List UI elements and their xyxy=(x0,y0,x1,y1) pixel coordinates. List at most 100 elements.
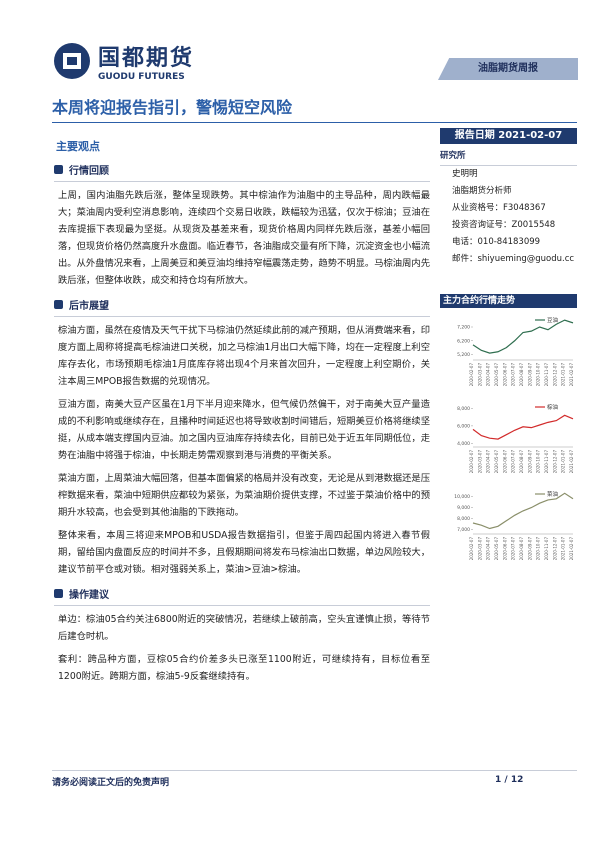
main-heading: 主要观点 xyxy=(56,140,100,153)
x-tick-label: 2020-07-07 xyxy=(511,537,516,561)
section-title: 行情回顾 xyxy=(69,166,109,177)
x-tick-label: 2020-11-07 xyxy=(544,450,549,474)
series-line xyxy=(472,492,574,530)
series-line xyxy=(472,319,574,354)
section-icon xyxy=(54,165,63,174)
section-heading: 操作建议 xyxy=(54,586,430,601)
logo-text: 国都期货 GUODU FUTURES xyxy=(98,40,194,82)
x-tick-label: 2020-05-07 xyxy=(494,450,499,474)
info-line: 从业资格号：F3048367 xyxy=(452,203,546,213)
paragraph: 整体来看，本周三将迎来MPOB和USDA报告数据指引，但鉴于周四起国内将进入春节… xyxy=(58,530,430,575)
x-tick-label: 2020-09-07 xyxy=(527,363,532,387)
x-tick-label: 2020-11-07 xyxy=(544,537,549,561)
y-tick-label: 8,000 xyxy=(457,516,470,522)
y-tick-label: 4,000 xyxy=(457,441,470,447)
x-tick-label: 2021-02-07 xyxy=(569,363,574,387)
logo-en: GUODU FUTURES xyxy=(98,72,185,82)
section-icon xyxy=(54,589,63,598)
x-tick-label: 2021-02-07 xyxy=(569,450,574,474)
y-tick-label: 10,000 xyxy=(454,494,470,500)
x-tick-label: 2020-09-07 xyxy=(527,450,532,474)
series-line xyxy=(472,414,574,440)
main-content: 行情回顾上周，国内油脂先跌后涨，整体呈现跌势。其中棕油作为油脂中的主导品种，周内… xyxy=(54,162,430,691)
title: 本周将迎报告指引，警惕短空风险 xyxy=(52,98,293,117)
chart: 7,000 8,000 9,000 10,000 2020-02-07 2020-03-0… xyxy=(454,490,574,561)
info-line: 投资咨询证号：Z0015548 xyxy=(452,220,556,230)
x-tick-label: 2020-02-07 xyxy=(469,537,474,561)
paragraph: 菜油方面，上周菜油大幅回落，但基本面偏紧的格局并没有改变，无论是从到港数据还是压… xyxy=(58,473,430,518)
x-tick-label: 2020-10-07 xyxy=(536,450,541,474)
paragraph: 上周，国内油脂先跌后涨，整体呈现跌势。其中棕油作为油脂中的主导品种，周内跌幅最大… xyxy=(58,190,430,286)
footer-note: 请务必阅读正文后的免责声明 xyxy=(52,778,170,788)
y-tick-label: 6,200 xyxy=(457,338,470,344)
x-tick-label: 2020-12-07 xyxy=(552,537,557,561)
y-tick-label: 8,000 xyxy=(457,406,470,412)
x-tick-label: 2021-01-07 xyxy=(561,450,566,474)
title-rule xyxy=(52,122,577,123)
x-tick-label: 2020-02-07 xyxy=(469,363,474,387)
x-tick-label: 2020-10-07 xyxy=(536,537,541,561)
x-tick-label: 2020-03-07 xyxy=(477,537,482,561)
x-tick-label: 2020-11-07 xyxy=(544,363,549,387)
info-line: 史明明 xyxy=(452,169,478,179)
x-tick-label: 2020-06-07 xyxy=(502,450,507,474)
chart: 5,200 6,200 7,200 2020-02-07 2020-03-07 2020-… xyxy=(457,316,574,387)
logo-cn: 国都期货 xyxy=(98,46,195,71)
x-tick-label: 2020-05-07 xyxy=(494,537,499,561)
x-tick-label: 2020-04-07 xyxy=(486,450,491,474)
x-tick-label: 2020-02-07 xyxy=(469,450,474,474)
chart-heading: 主力合约行情走势 xyxy=(440,294,577,308)
y-tick-label: 5,200 xyxy=(457,352,470,358)
x-tick-label: 2020-03-07 xyxy=(477,450,482,474)
x-tick-label: 2020-08-07 xyxy=(519,450,524,474)
x-tick-label: 2020-04-07 xyxy=(486,537,491,561)
info-line: 电话：010-84183099 xyxy=(452,237,541,247)
x-tick-label: 2020-06-07 xyxy=(502,537,507,561)
section-title: 操作建议 xyxy=(69,590,109,601)
analyst-info: 史明明油脂期货分析师从业资格号：F3048367 投资咨询证号：Z0015548 电… xyxy=(440,166,577,268)
info-line: 邮件：shiyueming@guodu.cc xyxy=(452,254,575,264)
chart: 4,000 6,000 8,000 2020-02-07 2020-03-07 2020-… xyxy=(457,403,574,474)
y-tick-label: 7,000 xyxy=(457,527,470,533)
sidebar-heading: 研究所 xyxy=(440,148,577,166)
x-tick-label: 2020-06-07 xyxy=(502,363,507,387)
paragraph: 棕油方面，虽然在疫情及天气干扰下马棕油仍然延续此前的减产预期，但从消费端来看，印… xyxy=(58,325,430,387)
x-tick-label: 2021-02-07 xyxy=(569,537,574,561)
report-tag: 油脂期货周报 xyxy=(438,58,578,80)
page-number: 1 / 12 xyxy=(495,775,524,785)
paragraph: 套利：跨品种方面，豆棕05合约价差多头已涨至1100附近，可继续持有，目标位看至… xyxy=(58,654,430,682)
x-tick-label: 2020-04-07 xyxy=(486,363,491,387)
section-heading: 后市展望 xyxy=(54,297,430,312)
x-tick-label: 2020-08-07 xyxy=(519,537,524,561)
sidebar: 研究所 史明明油脂期货分析师从业资格号：F3048367 投资咨询证号：Z0015… xyxy=(440,148,577,268)
x-tick-label: 2020-12-07 xyxy=(552,450,557,474)
info-line: 油脂期货分析师 xyxy=(452,186,512,196)
section-rule xyxy=(54,181,430,182)
y-tick-label: 6,000 xyxy=(457,423,470,429)
x-tick-label: 2020-09-07 xyxy=(527,537,532,561)
section-title: 后市展望 xyxy=(69,301,109,312)
section-rule xyxy=(54,316,430,317)
section-icon xyxy=(54,300,63,309)
legend-label: 棕油 xyxy=(547,403,559,411)
section-rule xyxy=(54,605,430,606)
x-tick-label: 2020-03-07 xyxy=(477,363,482,387)
x-tick-label: 2021-01-07 xyxy=(561,363,566,387)
x-tick-label: 2020-08-07 xyxy=(519,363,524,387)
logo-mark xyxy=(54,43,90,79)
logo: 国都期货 GUODU FUTURES xyxy=(52,40,194,82)
legend-label: 菜油 xyxy=(547,490,559,498)
x-tick-label: 2021-01-07 xyxy=(561,537,566,561)
y-tick-label: 7,200 xyxy=(457,325,470,331)
x-tick-label: 2020-12-07 xyxy=(552,363,557,387)
x-tick-label: 2020-10-07 xyxy=(536,363,541,387)
section-heading: 行情回顾 xyxy=(54,162,430,177)
paragraph: 单边：棕油05合约关注6800附近的突破情况，若继续上破前高，空头宜谨慎止损，等… xyxy=(58,614,430,642)
x-tick-label: 2020-05-07 xyxy=(494,363,499,387)
report-date: 报告日期 2021-02-07 xyxy=(440,128,577,144)
x-tick-label: 2020-07-07 xyxy=(511,450,516,474)
x-tick-label: 2020-07-07 xyxy=(511,363,516,387)
paragraph: 豆油方面，南美大豆产区虽在1月下半月迎来降水，但气候仍然偏干，对于南美大豆产量造… xyxy=(58,399,430,461)
footer-rule xyxy=(52,770,577,771)
